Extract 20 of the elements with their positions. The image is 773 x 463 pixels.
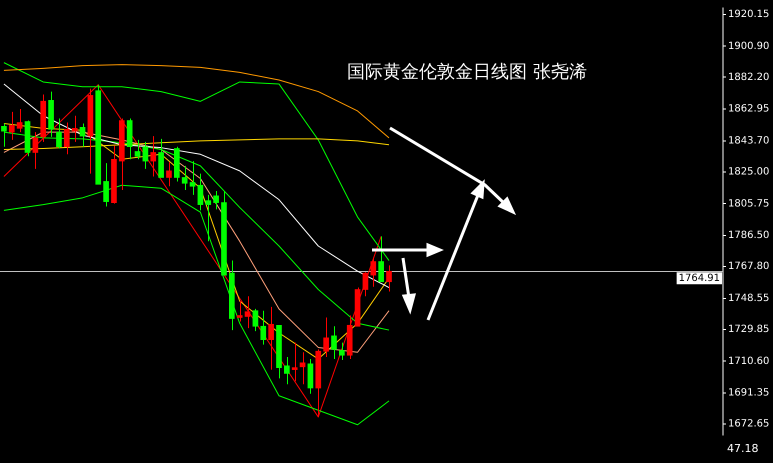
text: 47.18 [727, 442, 758, 455]
y-tick-label: 1672.65 [728, 418, 770, 430]
y-tick-label: 1748.55 [728, 292, 770, 304]
y-tick-label: 1882.20 [728, 72, 770, 83]
y-tick-label: 1862.95 [728, 104, 770, 115]
y-tick-label: 1786.50 [728, 230, 770, 242]
ref-line-label: 1764.91 [678, 272, 720, 284]
y-tick-label: 1825.00 [728, 166, 770, 178]
y-tick-label: 1900.90 [728, 40, 770, 52]
y-tick-label: 1691.35 [728, 388, 770, 399]
text: 国际黄金伦敦金日线图 张尧浠 [347, 62, 587, 83]
candlestick [236, 300, 243, 322]
y-tick-label: 1805.75 [728, 198, 770, 210]
candlestick [331, 326, 337, 360]
y-tick-label: 1729.85 [728, 324, 770, 335]
candlestick [166, 162, 172, 187]
y-tick-label: 1920.15 [728, 8, 770, 20]
y-tick-label: 1843.70 [728, 135, 770, 146]
y-tick-label: 1767.80 [728, 261, 770, 272]
y-tick-label: 1710.60 [728, 356, 770, 367]
